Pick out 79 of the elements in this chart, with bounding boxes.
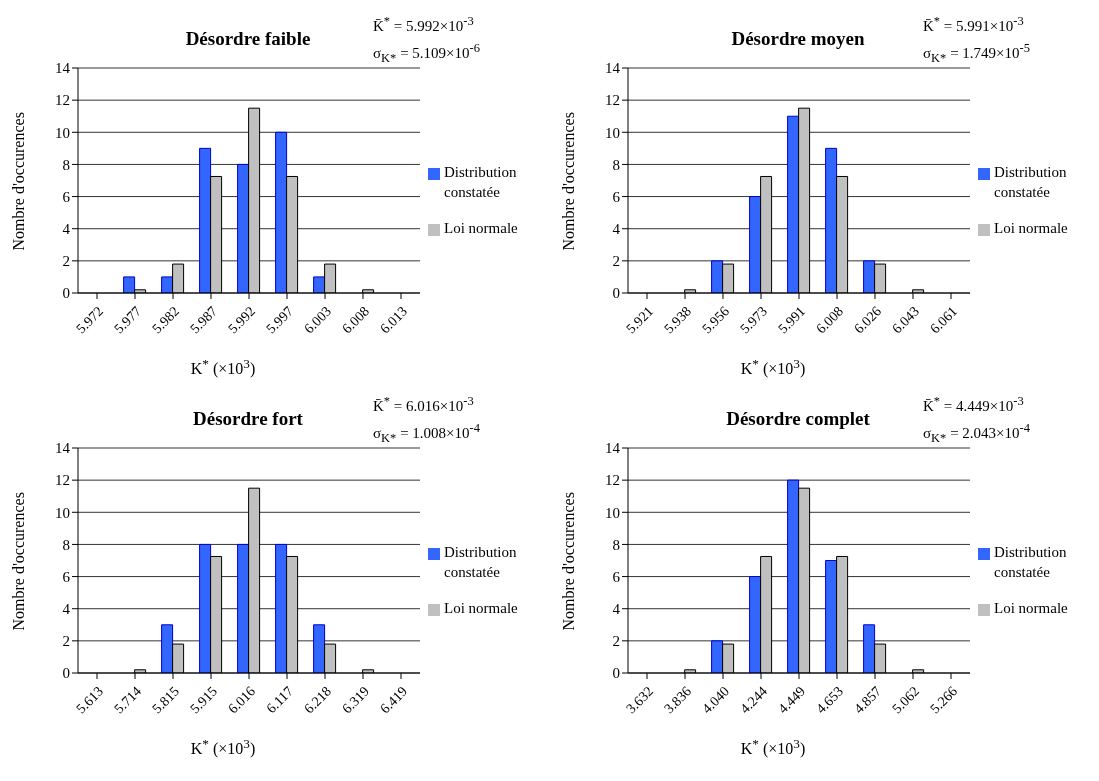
text: σ$_{K*}$ = 1.749×10$^{-5}$ <box>923 40 1030 67</box>
y-tick-label: 14 <box>55 440 71 457</box>
y-tick-label: 8 <box>62 156 70 173</box>
bar <box>199 543 212 673</box>
bar <box>161 624 174 673</box>
bar <box>825 147 838 293</box>
y-tick-label: 10 <box>605 124 620 141</box>
y-axis-title: Nombre d'occurences <box>559 112 577 251</box>
y-tick-label: 6 <box>612 188 621 205</box>
text: K̄$^{*}$ = 4.449×10$^{-3}$ <box>923 393 1025 416</box>
legend-label: Distribution constatée <box>994 543 1068 582</box>
bar <box>275 543 288 673</box>
y-tick-label: 12 <box>55 472 70 489</box>
bar <box>863 260 876 293</box>
legend-label: Loi normale <box>444 599 519 618</box>
bar <box>313 624 326 673</box>
legend-label: Loi normale <box>444 219 519 238</box>
x-axis-title: K$^{*}$ (×10$^{3}$) <box>189 356 257 379</box>
y-tick-label: 0 <box>62 665 70 682</box>
bar <box>787 115 800 293</box>
chart-title: Désordre moyen <box>730 28 866 50</box>
legend-label: Distribution constatée <box>994 163 1068 202</box>
text: σ$_{K*}$ = 1.008×10$^{-4}$ <box>373 420 480 447</box>
text: K̄$^{*}$ = 5.992×10$^{-3}$ <box>373 13 475 36</box>
y-tick-label: 12 <box>605 92 620 109</box>
y-tick-label: 0 <box>62 285 70 302</box>
bar <box>237 163 250 293</box>
legend-label: Distribution constatée <box>444 543 518 582</box>
y-tick-label: 2 <box>612 633 620 650</box>
y-tick-label: 2 <box>62 633 70 650</box>
y-tick-label: 6 <box>62 568 71 585</box>
y-axis-title: Nombre d'occurences <box>9 492 27 631</box>
y-axis-title: Nombre d'occurences <box>559 492 577 631</box>
y-tick-label: 6 <box>62 188 71 205</box>
y-tick-label: 14 <box>605 60 621 77</box>
bar <box>749 576 762 673</box>
y-tick-label: 0 <box>612 285 620 302</box>
legend-label: Loi normale <box>994 599 1069 618</box>
chart-title: Désordre fort <box>192 408 304 430</box>
bar <box>237 543 250 673</box>
chart-title: Désordre faible <box>184 28 312 50</box>
y-tick-label: 14 <box>605 440 621 457</box>
y-tick-label: 6 <box>612 568 621 585</box>
y-tick-label: 10 <box>605 504 620 521</box>
y-tick-label: 4 <box>62 221 71 238</box>
y-tick-label: 8 <box>612 536 620 553</box>
y-tick-label: 4 <box>612 221 621 238</box>
y-tick-label: 14 <box>55 60 71 77</box>
y-tick-label: 10 <box>55 504 70 521</box>
y-tick-label: 10 <box>55 124 70 141</box>
y-axis-title: Nombre d'occurences <box>9 112 27 251</box>
text: σ$_{K*}$ = 5.109×10$^{-6}$ <box>373 40 480 67</box>
bar <box>711 640 724 673</box>
y-tick-label: 4 <box>612 601 621 618</box>
bar <box>787 479 800 673</box>
bar <box>275 131 288 293</box>
y-tick-label: 8 <box>612 156 620 173</box>
legend-label: Distribution constatée <box>444 163 518 202</box>
chart-title: Désordre complet <box>725 408 871 430</box>
bar <box>749 196 762 293</box>
text: K̄$^{*}$ = 6.016×10$^{-3}$ <box>373 393 475 416</box>
y-tick-label: 4 <box>62 601 71 618</box>
y-tick-label: 2 <box>62 253 70 270</box>
bar <box>711 260 724 293</box>
text: K̄$^{*}$ = 5.991×10$^{-3}$ <box>923 13 1025 36</box>
bar <box>863 624 876 673</box>
x-axis-title: K$^{*}$ (×10$^{3}$) <box>739 356 807 379</box>
bar <box>199 147 212 293</box>
y-tick-label: 0 <box>612 665 620 682</box>
y-tick-label: 12 <box>605 472 620 489</box>
bar <box>123 276 136 293</box>
bar <box>825 560 838 673</box>
legend-label: Loi normale <box>994 219 1069 238</box>
x-axis-title: K$^{*}$ (×10$^{3}$) <box>189 736 257 759</box>
y-tick-label: 12 <box>55 92 70 109</box>
x-axis-title: K$^{*}$ (×10$^{3}$) <box>739 736 807 759</box>
y-tick-label: 2 <box>612 253 620 270</box>
y-tick-label: 8 <box>62 536 70 553</box>
text: σ$_{K*}$ = 2.043×10$^{-4}$ <box>923 420 1030 447</box>
